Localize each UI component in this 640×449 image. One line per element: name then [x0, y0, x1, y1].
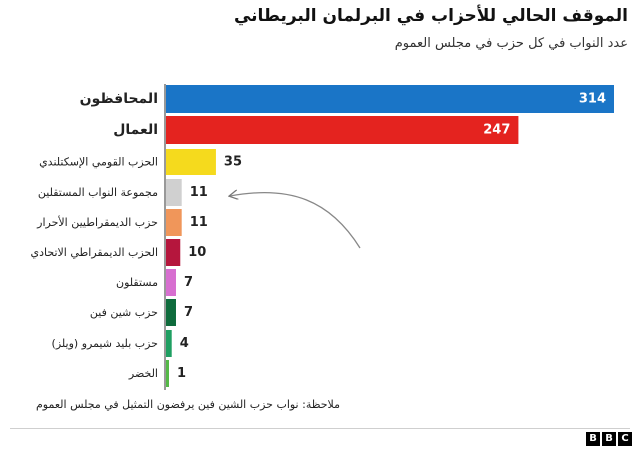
footer-divider: [10, 428, 630, 429]
category-label: حزب شين فين: [90, 306, 158, 319]
category-label: حزب بليد شيمرو (ويلز): [52, 337, 158, 350]
bar: [166, 299, 176, 326]
value-label: 11: [190, 215, 208, 230]
category-label: المحافظون: [80, 91, 158, 107]
bar: [166, 269, 176, 296]
bar: [166, 85, 614, 113]
value-label: 35: [224, 155, 242, 170]
bar: [166, 209, 182, 236]
bar: [166, 330, 172, 357]
bar: [166, 360, 169, 387]
bbc-logo: B B C: [586, 432, 632, 446]
bar: [166, 116, 519, 144]
value-label: 247: [483, 123, 510, 138]
value-label: 7: [184, 275, 193, 290]
logo-letter: B: [586, 432, 600, 446]
bar-chart: المحافظون 314 العمال 247 الحزب القومي الإسكت…: [31, 84, 614, 390]
value-label: 1: [177, 366, 186, 381]
category-label: حزب الديمقراطيين الأحرار: [36, 215, 158, 229]
footnote: ملاحظة: نواب حزب الشين فين يرفضون التمثي…: [36, 398, 340, 411]
logo-letter: C: [618, 432, 632, 446]
category-label: مجموعة النواب المستقلين: [38, 186, 158, 199]
value-label: 10: [188, 245, 206, 260]
value-label: 314: [579, 92, 606, 107]
category-label: الخضر: [128, 367, 158, 380]
value-label: 7: [184, 305, 193, 320]
chart-title: الموقف الحالي للأحزاب في البرلمان البريط…: [233, 6, 628, 26]
category-label: العمال: [113, 122, 158, 138]
category-label: الحزب الديمقراطي الاتحادي: [31, 246, 159, 259]
chart-subtitle: عدد النواب في كل حزب في مجلس العموم: [394, 36, 628, 51]
bar: [166, 179, 182, 206]
annotation-arrow: [230, 193, 361, 249]
bar: [166, 149, 216, 175]
bar: [166, 239, 181, 266]
category-label: مستقلون: [116, 276, 158, 289]
value-label: 4: [180, 336, 189, 351]
category-label: الحزب القومي الإسكتلندي: [39, 156, 158, 169]
value-label: 11: [190, 185, 208, 200]
logo-letter: B: [602, 432, 616, 446]
